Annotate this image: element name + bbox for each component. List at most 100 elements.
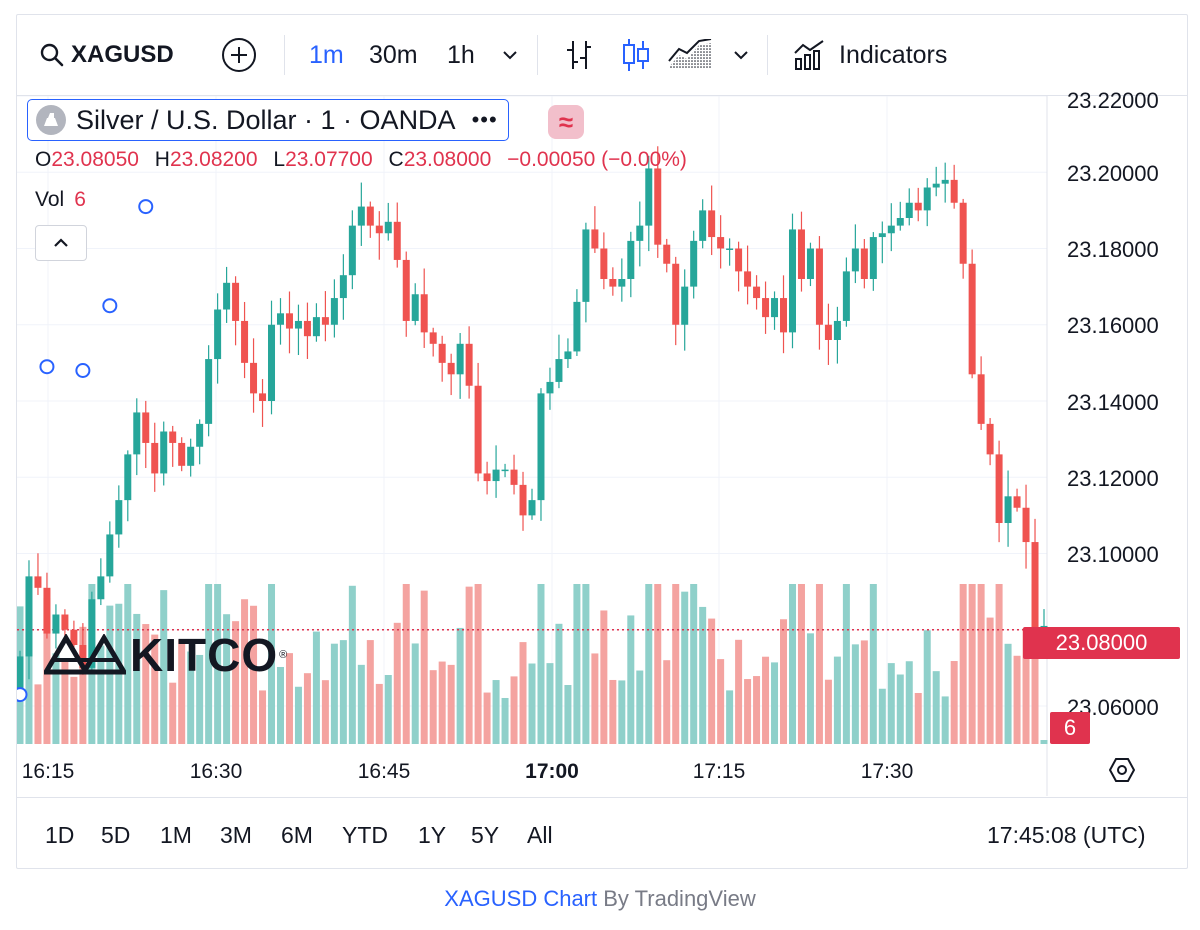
volume-bar bbox=[366, 640, 374, 744]
interval-dropdown[interactable] bbox=[501, 15, 519, 95]
settings-icon[interactable] bbox=[1108, 756, 1136, 789]
volume-bar bbox=[483, 692, 491, 744]
range-all[interactable]: All bbox=[527, 822, 553, 848]
candle-body bbox=[968, 263, 976, 375]
range-1y[interactable]: 1Y bbox=[418, 822, 447, 848]
close-value: 23.08000 bbox=[403, 148, 492, 171]
candle-body bbox=[339, 275, 347, 299]
volume-bar bbox=[842, 584, 850, 744]
candle-body bbox=[744, 271, 752, 287]
open-label: O bbox=[35, 148, 52, 171]
by-tradingview[interactable]: By TradingView bbox=[603, 886, 756, 911]
candle-body bbox=[474, 385, 482, 474]
volume-bar bbox=[824, 679, 832, 744]
candle-body bbox=[896, 218, 904, 226]
chart-link[interactable]: XAGUSD Chart bbox=[444, 886, 598, 911]
compare-button[interactable]: ≈ bbox=[548, 105, 584, 139]
range-5d[interactable]: 5D bbox=[101, 822, 131, 848]
candle-body bbox=[106, 534, 114, 577]
candle-body bbox=[681, 286, 689, 325]
candle-body bbox=[214, 309, 222, 360]
volume-bar bbox=[384, 674, 392, 744]
utc-clock[interactable]: 17:45:08 (UTC) bbox=[987, 822, 1146, 848]
indicators-button[interactable]: Indicators bbox=[793, 15, 947, 95]
volume-bar bbox=[528, 663, 536, 744]
more-options-icon[interactable]: ••• bbox=[471, 107, 498, 132]
volume-bar bbox=[672, 584, 680, 744]
interval-1m[interactable]: 1m bbox=[309, 40, 344, 69]
candle-body bbox=[133, 412, 141, 455]
volume-bar bbox=[456, 627, 464, 744]
candle-body bbox=[501, 469, 509, 472]
range-5y[interactable]: 5Y bbox=[471, 822, 500, 848]
candle-body bbox=[25, 576, 33, 657]
volume-bar bbox=[312, 631, 320, 744]
candle-body bbox=[735, 248, 743, 272]
candles-style-button[interactable] bbox=[621, 15, 651, 95]
area-style-button[interactable] bbox=[667, 15, 713, 95]
range-1d[interactable]: 1D bbox=[45, 822, 75, 848]
price-tick: 23.20000 bbox=[1067, 161, 1159, 186]
candle-body bbox=[276, 313, 284, 325]
candle-body bbox=[564, 351, 572, 360]
kitco-watermark: KITCO ® bbox=[44, 628, 287, 682]
volume-bar bbox=[259, 690, 267, 744]
candle-body bbox=[546, 381, 554, 394]
candle-body bbox=[788, 229, 796, 333]
candle-body bbox=[205, 359, 213, 424]
candle-body bbox=[600, 248, 608, 279]
candle-body bbox=[420, 294, 428, 333]
event-marker bbox=[102, 298, 118, 314]
divider bbox=[537, 35, 538, 75]
chart-type-dropdown[interactable] bbox=[732, 15, 750, 95]
candle-body bbox=[151, 442, 159, 474]
low-value: 23.07700 bbox=[285, 148, 373, 171]
candle-body bbox=[483, 473, 491, 482]
price-chart[interactable] bbox=[17, 96, 1187, 796]
candle-body bbox=[654, 168, 662, 245]
range-ytd[interactable]: YTD bbox=[342, 822, 388, 848]
candle-body bbox=[663, 244, 671, 264]
volume-bar bbox=[169, 682, 177, 744]
high-label: H bbox=[154, 148, 170, 171]
volume-bar bbox=[914, 692, 922, 744]
candle-body bbox=[321, 317, 329, 325]
candle-body bbox=[771, 298, 779, 318]
interval-30m[interactable]: 30m bbox=[369, 40, 418, 69]
compare-symbol-button[interactable] bbox=[221, 15, 257, 95]
interval-1h[interactable]: 1h bbox=[447, 40, 475, 69]
candle-body bbox=[250, 362, 258, 394]
candle-body bbox=[914, 202, 922, 211]
symbol-search-button[interactable]: XAGUSD bbox=[39, 15, 174, 95]
candle-body bbox=[762, 298, 770, 318]
candle-body bbox=[995, 454, 1003, 523]
volume-bar bbox=[645, 584, 653, 744]
candle-body bbox=[88, 599, 96, 668]
volume-bar bbox=[447, 664, 455, 744]
range-1m[interactable]: 1M bbox=[160, 822, 192, 848]
time-tick: 16:45 bbox=[357, 760, 411, 783]
collapse-legend-button[interactable] bbox=[35, 225, 87, 261]
price-tick: 23.16000 bbox=[1067, 313, 1159, 338]
range-6m[interactable]: 6M bbox=[281, 822, 313, 848]
time-tick: 16:30 bbox=[189, 760, 243, 783]
bar-style-button[interactable] bbox=[563, 15, 595, 95]
volume-bar bbox=[52, 653, 60, 744]
candle-body bbox=[1031, 542, 1039, 630]
candle-body bbox=[411, 294, 419, 321]
volume-bar bbox=[797, 584, 805, 744]
candle-body bbox=[860, 248, 868, 279]
price-tick: 23.12000 bbox=[1067, 466, 1159, 491]
candle-body bbox=[717, 237, 725, 249]
price-tick: 23.22000 bbox=[1067, 88, 1159, 113]
volume-bar bbox=[70, 676, 78, 744]
candle-body bbox=[537, 393, 545, 501]
chart-pane[interactable]: KITCO ® Silver / U.S. Dollar · 1 · OANDA … bbox=[17, 88, 1187, 796]
range-3m[interactable]: 3M bbox=[220, 822, 252, 848]
volume-bar bbox=[61, 659, 69, 744]
candle-body bbox=[780, 298, 788, 333]
candle-body bbox=[232, 282, 240, 321]
volume-bar bbox=[905, 661, 913, 744]
volume-bar bbox=[1022, 628, 1030, 744]
series-legend-title[interactable]: Silver / U.S. Dollar · 1 · OANDA ••• bbox=[27, 99, 509, 141]
